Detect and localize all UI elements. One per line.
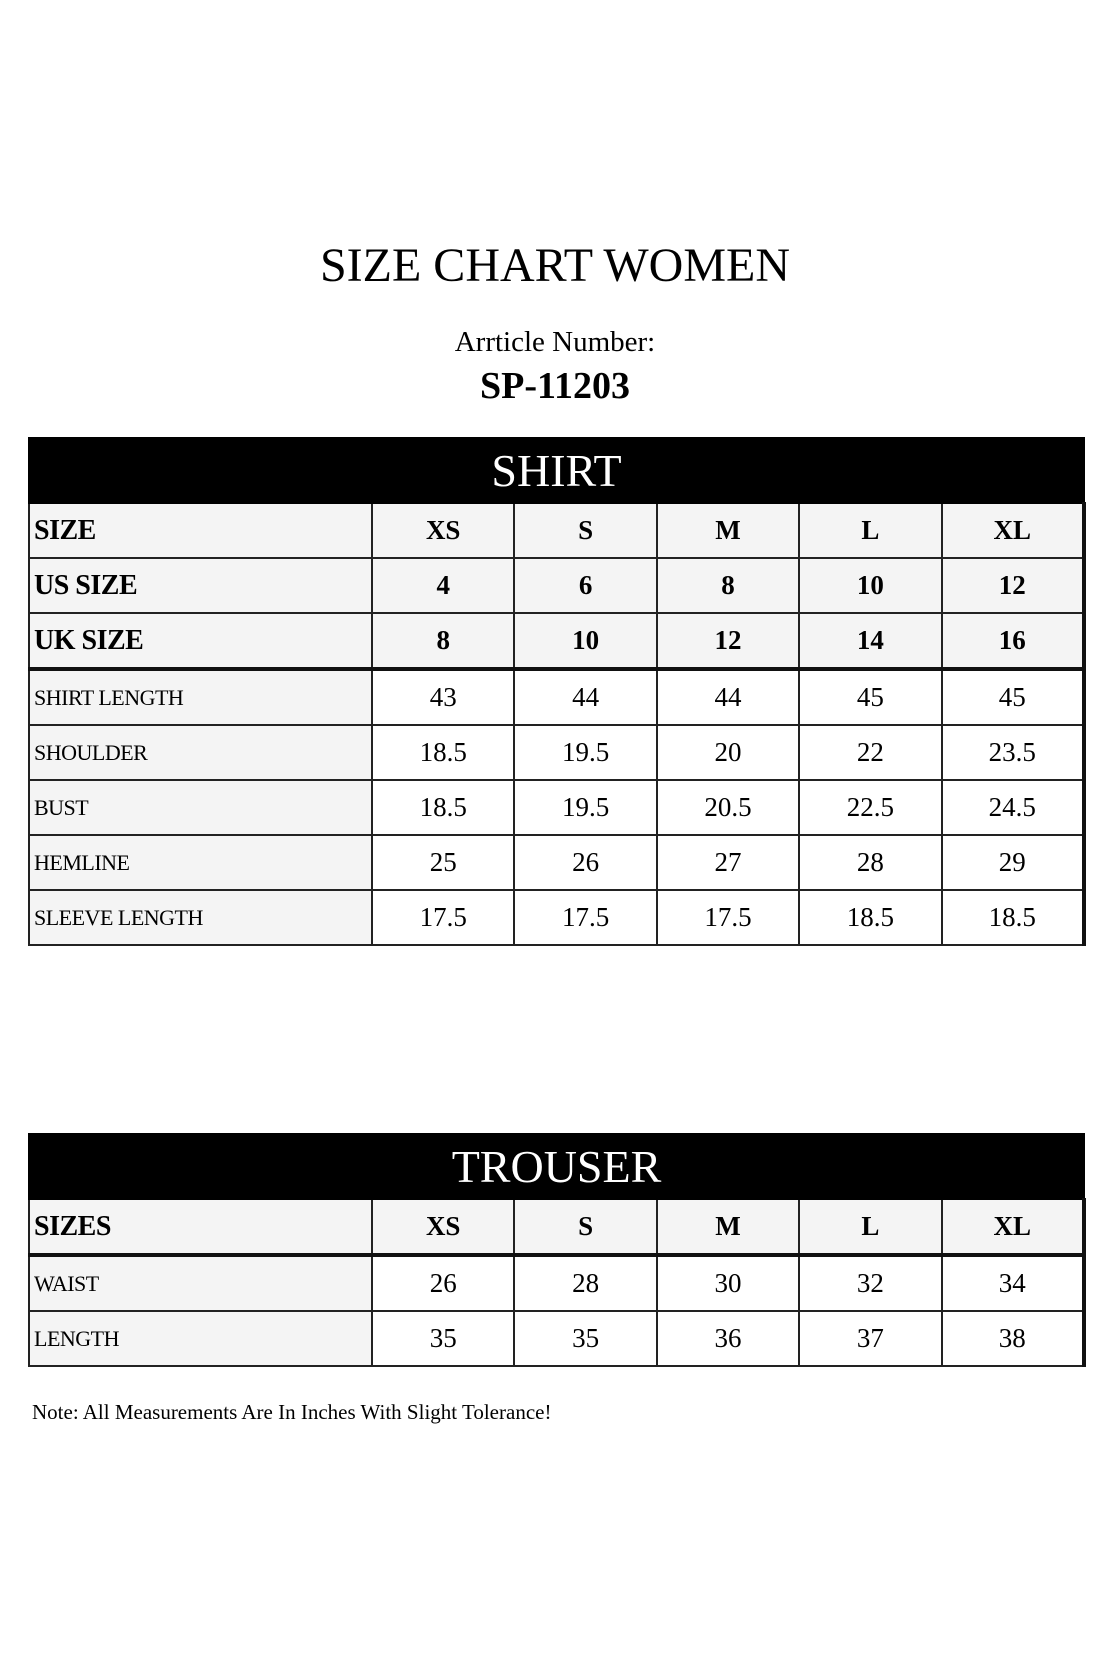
row-label: SIZE [28, 502, 373, 559]
cell-value: 45 [940, 668, 1087, 726]
cell-value: 44 [655, 668, 801, 726]
table-row: SHOULDER 18.5 19.5 20 22 23.5 [28, 724, 1087, 781]
table-row: HEMLINE 25 26 27 28 29 [28, 834, 1087, 891]
cell-value: 35 [370, 1310, 516, 1367]
cell-value: 19.5 [513, 724, 658, 781]
cell-value: 19.5 [513, 779, 658, 836]
table-row: SLEEVE LENGTH 17.5 17.5 17.5 18.5 18.5 [28, 889, 1087, 946]
cell-value: 18.5 [798, 889, 943, 946]
shirt-heading: SHIRT [28, 437, 1085, 504]
trouser-table: TROUSER SIZES XS S M L XL WAIST 26 28 30 32 34 LENGTH… [28, 1133, 1087, 1367]
article-label: Arrticle Number: [454, 326, 656, 358]
cell-value: 8 [370, 612, 516, 671]
row-label: US SIZE [28, 557, 373, 614]
row-label: SHIRT LENGTH [28, 668, 373, 726]
trouser-heading: TROUSER [28, 1133, 1085, 1200]
cell-value: S [513, 502, 658, 559]
note: Note: All Measurements Are In Inches Wit… [32, 1400, 552, 1424]
row-label: HEMLINE [28, 834, 373, 891]
table-row: US SIZE 4 6 8 10 12 [28, 557, 1087, 614]
cell-value: S [513, 1198, 658, 1257]
cell-value: XL [940, 1198, 1087, 1257]
row-label: SLEEVE LENGTH [28, 889, 373, 946]
article-number: SP-11203 [480, 365, 630, 407]
cell-value: 14 [798, 612, 943, 671]
cell-value: 18.5 [370, 724, 516, 781]
cell-value: 23.5 [940, 724, 1087, 781]
cell-value: 24.5 [940, 779, 1087, 836]
cell-value: L [798, 502, 943, 559]
table-row: UK SIZE 8 10 12 14 16 [28, 612, 1087, 671]
cell-value: XS [370, 1198, 516, 1257]
cell-value: 8 [655, 557, 801, 614]
cell-value: 27 [655, 834, 801, 891]
cell-value: 32 [798, 1254, 943, 1312]
cell-value: 28 [513, 1254, 658, 1312]
cell-value: 20 [655, 724, 801, 781]
table-row: BUST 18.5 19.5 20.5 22.5 24.5 [28, 779, 1087, 836]
cell-value: 35 [513, 1310, 658, 1367]
cell-value: 38 [940, 1310, 1087, 1367]
cell-value: 37 [798, 1310, 943, 1367]
table-row: SIZES XS S M L XL [28, 1198, 1087, 1257]
cell-value: 34 [940, 1254, 1087, 1312]
cell-value: M [655, 1198, 801, 1257]
row-label: BUST [28, 779, 373, 836]
cell-value: 4 [370, 557, 516, 614]
cell-value: L [798, 1198, 943, 1257]
cell-value: 30 [655, 1254, 801, 1312]
row-label: SHOULDER [28, 724, 373, 781]
cell-value: 45 [798, 668, 943, 726]
cell-value: 16 [940, 612, 1087, 671]
cell-value: XS [370, 502, 516, 559]
row-label: UK SIZE [28, 612, 373, 671]
cell-value: 10 [513, 612, 658, 671]
cell-value: XL [940, 502, 1087, 559]
cell-value: 25 [370, 834, 516, 891]
cell-value: 29 [940, 834, 1087, 891]
cell-value: M [655, 502, 801, 559]
cell-value: 18.5 [940, 889, 1087, 946]
cell-value: 26 [513, 834, 658, 891]
cell-value: 36 [655, 1310, 801, 1367]
cell-value: 17.5 [370, 889, 516, 946]
table-row: WAIST 26 28 30 32 34 [28, 1254, 1087, 1312]
cell-value: 18.5 [370, 779, 516, 836]
row-label: SIZES [28, 1198, 373, 1257]
cell-value: 6 [513, 557, 658, 614]
cell-value: 12 [655, 612, 801, 671]
table-row: SIZE XS S M L XL [28, 502, 1087, 559]
row-label: LENGTH [28, 1310, 373, 1367]
cell-value: 26 [370, 1254, 516, 1312]
cell-value: 20.5 [655, 779, 801, 836]
page-title: SIZE CHART WOMEN [319, 239, 790, 292]
cell-value: 43 [370, 668, 516, 726]
table-row: SHIRT LENGTH 43 44 44 45 45 [28, 668, 1087, 726]
cell-value: 22.5 [798, 779, 943, 836]
cell-value: 17.5 [513, 889, 658, 946]
table-row: LENGTH 35 35 36 37 38 [28, 1310, 1087, 1367]
shirt-table: SHIRT SIZE XS S M L XL US SIZE 4 6 8 10 12 UK SIZE 8 10… [28, 437, 1087, 946]
cell-value: 17.5 [655, 889, 801, 946]
cell-value: 44 [513, 668, 658, 726]
cell-value: 12 [940, 557, 1087, 614]
cell-value: 10 [798, 557, 943, 614]
cell-value: 22 [798, 724, 943, 781]
cell-value: 28 [798, 834, 943, 891]
row-label: WAIST [28, 1254, 373, 1312]
